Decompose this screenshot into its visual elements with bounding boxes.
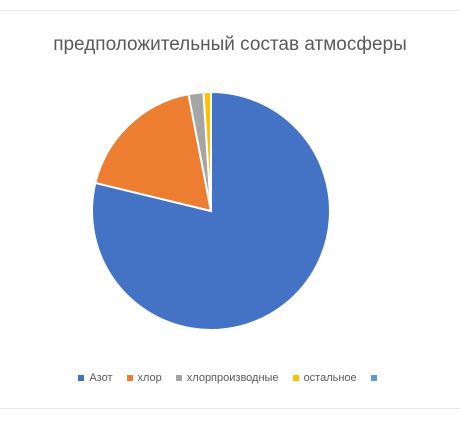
legend-label: хлор bbox=[137, 372, 162, 384]
legend-item-4: остальное bbox=[292, 372, 357, 384]
legend-item-2: хлор bbox=[126, 372, 162, 384]
legend-swatch bbox=[175, 375, 182, 381]
legend-item-5 bbox=[370, 375, 382, 381]
legend-swatch bbox=[370, 375, 377, 381]
legend-swatch bbox=[78, 375, 85, 381]
legend-item-1: Азот bbox=[78, 372, 113, 384]
legend-label: Азот bbox=[89, 372, 113, 384]
chart-title: предположительный состав атмосферы bbox=[53, 34, 407, 55]
legend-swatch bbox=[292, 375, 299, 381]
legend-label: остальное bbox=[303, 372, 357, 384]
bottom-divider bbox=[0, 408, 460, 409]
legend-swatch bbox=[126, 375, 133, 381]
chart-legend: Азот хлор хлорпроизводные остальное bbox=[0, 372, 460, 384]
pie-slice-4 bbox=[202, 90, 212, 212]
pie-slice-2 bbox=[94, 92, 213, 213]
legend-label: хлорпроизводные bbox=[186, 372, 279, 384]
legend-item-3: хлорпроизводные bbox=[175, 372, 279, 384]
pie-slices bbox=[91, 90, 331, 331]
pie-slice-1 bbox=[91, 90, 331, 331]
top-divider bbox=[0, 10, 460, 11]
